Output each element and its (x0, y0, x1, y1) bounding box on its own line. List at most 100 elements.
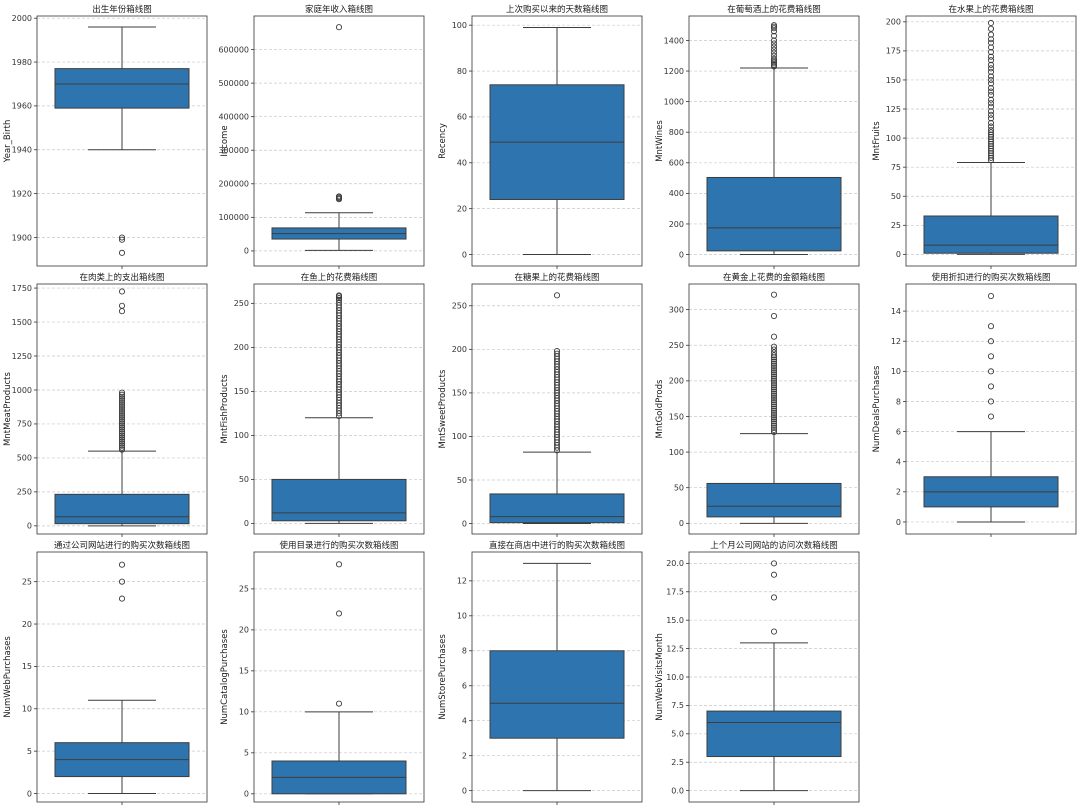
outlier-point (118, 434, 126, 441)
outlier-point (770, 22, 778, 29)
y-tick-label: 2000 (12, 14, 32, 23)
outlier-point (335, 700, 343, 707)
y-tick-label: 250 (452, 302, 467, 311)
outlier-point (770, 313, 778, 320)
y-tick-label: 10 (891, 367, 901, 376)
y-tick-label: 40 (457, 159, 467, 168)
outlier-point (770, 560, 778, 567)
outlier-point (118, 561, 126, 568)
outlier-point (987, 157, 995, 164)
outlier-point (335, 292, 343, 299)
y-tick-label: 250 (234, 299, 249, 308)
outlier-point (770, 388, 778, 395)
y-tick-label: 150 (234, 387, 249, 396)
outlier-point (987, 398, 995, 405)
y-tick-label: 80 (457, 67, 467, 76)
outlier-point (987, 353, 995, 360)
y-tick-label: 200 (669, 377, 684, 386)
outlier-point (770, 394, 778, 402)
y-axis-label: MntFruits (872, 121, 882, 161)
y-tick-label: 600000 (218, 45, 249, 54)
outlier-point (770, 412, 778, 419)
y-tick-label: 100 (669, 448, 684, 457)
outlier-point (987, 154, 995, 161)
outlier-point (770, 346, 778, 353)
outlier-point (118, 420, 126, 427)
y-tick-label: 500000 (218, 79, 249, 88)
outlier-point (553, 292, 561, 299)
subplot-MntFishProducts: 0 50 100 150 200 250 在鱼上的花费箱线图 MntFishProducts (220, 272, 425, 537)
outlier-point (770, 390, 778, 397)
outlier-point (118, 391, 126, 398)
y-tick-label: 150 (886, 76, 901, 85)
outlier-point (118, 595, 126, 602)
y-tick-label: 25 (891, 221, 901, 230)
outlier-point (118, 444, 126, 451)
y-tick-label: 200 (452, 345, 467, 354)
outlier-point (770, 333, 778, 340)
y-tick-label: 300000 (218, 146, 249, 155)
outlier-point (987, 123, 995, 130)
outlier-point (987, 19, 995, 27)
subplot-title: 通过公司网站进行的购买次数箱线图 (54, 540, 190, 551)
y-tick-label: 800 (669, 128, 684, 137)
y-tick-label: 1960 (12, 102, 32, 111)
outlier-point (987, 126, 995, 134)
outlier-point (987, 108, 995, 115)
outlier-point (987, 88, 995, 95)
outlier-point (118, 438, 126, 445)
y-tick-label: 125 (886, 105, 901, 114)
outlier-point (770, 291, 778, 298)
y-tick-label: 1920 (12, 189, 32, 198)
subplot-MntSweetProducts: 0 50 100 150 200 250 在糖果上的花费箱线图 MntSweetProduct… (438, 272, 643, 537)
outlier-point (987, 100, 995, 107)
y-tick-label: 0.0 (671, 786, 684, 795)
outlier-point (770, 375, 778, 382)
y-tick-label: 300 (669, 305, 684, 314)
y-tick-label: 15.0 (666, 616, 684, 625)
y-tick-label: 50 (239, 475, 249, 484)
y-tick-label: 0 (244, 519, 249, 528)
outlier-point (770, 373, 778, 380)
y-tick-label: 175 (886, 47, 901, 56)
y-axis-label: NumWebPurchases (3, 636, 13, 718)
y-tick-label: 1200 (664, 67, 684, 76)
subplot-title: 在黄金上花费的金额箱线图 (723, 272, 825, 283)
outlier-point (987, 53, 995, 60)
outlier-point (987, 73, 995, 80)
subplot-Year_Birth: 1900 1920 1940 1960 1980 2000 出生年份箱线图 Year_Birt… (3, 4, 208, 269)
y-axis-label: NumCatalogPurchases (220, 629, 230, 725)
y-tick-label: 0 (896, 250, 901, 259)
outlier-point (770, 397, 778, 404)
outlier-point (770, 403, 778, 410)
y-tick-label: 100000 (218, 213, 249, 222)
y-tick-label: 8 (462, 647, 467, 656)
outlier-point (770, 40, 778, 47)
subplot-title: 在肉类上的支出箱线图 (79, 272, 164, 283)
y-tick-label: 1000 (664, 97, 684, 106)
y-tick-label: 600 (669, 159, 684, 168)
y-tick-label: 0 (679, 250, 684, 259)
outlier-point (987, 323, 995, 330)
subplot-NumCatalogPurchases: 0 5 10 15 20 25 使用目录进行的购买次数箱线图 NumCatalogPurcha… (220, 540, 425, 805)
outlier-point (118, 407, 126, 415)
y-tick-label: 25 (22, 577, 32, 586)
outlier-point (118, 405, 126, 413)
iqr-box (706, 482, 842, 518)
y-axis-label: NumWebVisitsMonth (655, 633, 665, 721)
y-tick-label: 1900 (12, 233, 32, 242)
outlier-point (987, 31, 995, 38)
outlier-point (987, 111, 995, 118)
subplot-title: 直接在商店中进行的购买次数箱线图 (489, 540, 625, 551)
outlier-point (118, 249, 126, 256)
y-axis-label: NumDealsPurchases (872, 365, 882, 452)
outlier-point (987, 57, 995, 64)
outlier-point (118, 418, 126, 425)
outlier-point (987, 383, 995, 390)
outlier-point (770, 407, 778, 414)
outlier-point (770, 356, 778, 363)
outlier-point (118, 397, 126, 404)
outlier-point (987, 115, 995, 122)
y-tick-label: 10 (22, 705, 32, 714)
outlier-point (553, 348, 561, 355)
